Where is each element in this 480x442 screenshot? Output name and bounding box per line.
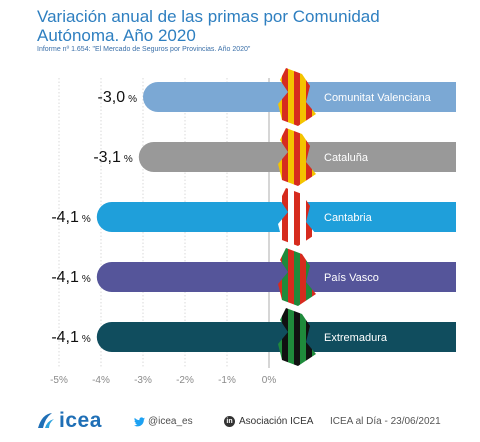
chart-title: Variación anual de las primas por Comuni… <box>37 7 380 45</box>
x-tick-label: -1% <box>218 375 236 386</box>
value-label: -3,0% <box>98 89 138 106</box>
category-label: Extremadura <box>324 332 388 344</box>
twitter-handle: @icea_es <box>148 416 193 427</box>
category-label: Cantabria <box>324 212 373 224</box>
bar <box>96 262 456 292</box>
twitter-link[interactable]: @icea_es <box>134 416 193 427</box>
twitter-icon <box>134 416 145 426</box>
logo-text: icea <box>59 409 102 432</box>
x-tick-label: -4% <box>92 375 110 386</box>
bar <box>96 202 456 232</box>
category-label: Comunitat Valenciana <box>324 92 432 104</box>
bar <box>96 322 456 352</box>
value-label: -3,1% <box>93 149 133 166</box>
category-label: País Vasco <box>324 272 379 284</box>
x-tick-label: -2% <box>176 375 194 386</box>
icea-logo-icon <box>38 413 54 428</box>
bar-chart: Comunitat Valenciana -3,0 % Cataluña -3,1 % Ca… <box>50 68 456 386</box>
footer: icea @icea_es in Asociación ICEA ICEA al… <box>0 406 480 442</box>
linkedin-icon: in <box>224 416 235 427</box>
source-date: ICEA al Día - 23/06/2021 <box>330 416 441 427</box>
value-label: -4,1% <box>51 269 91 286</box>
icea-logo[interactable]: icea <box>36 409 102 433</box>
x-tick-label: -5% <box>50 375 68 386</box>
linkedin-link[interactable]: in Asociación ICEA <box>224 416 313 427</box>
chart-subtitle: Informe nº 1.654: "El Mercado de Seguros… <box>37 46 251 53</box>
value-label: -4,1% <box>51 329 91 346</box>
category-label: Cataluña <box>324 152 369 164</box>
x-tick-label: 0% <box>262 375 277 386</box>
linkedin-label: Asociación ICEA <box>239 416 314 427</box>
x-tick-label: -3% <box>134 375 152 386</box>
value-label: -4,1% <box>51 209 91 226</box>
